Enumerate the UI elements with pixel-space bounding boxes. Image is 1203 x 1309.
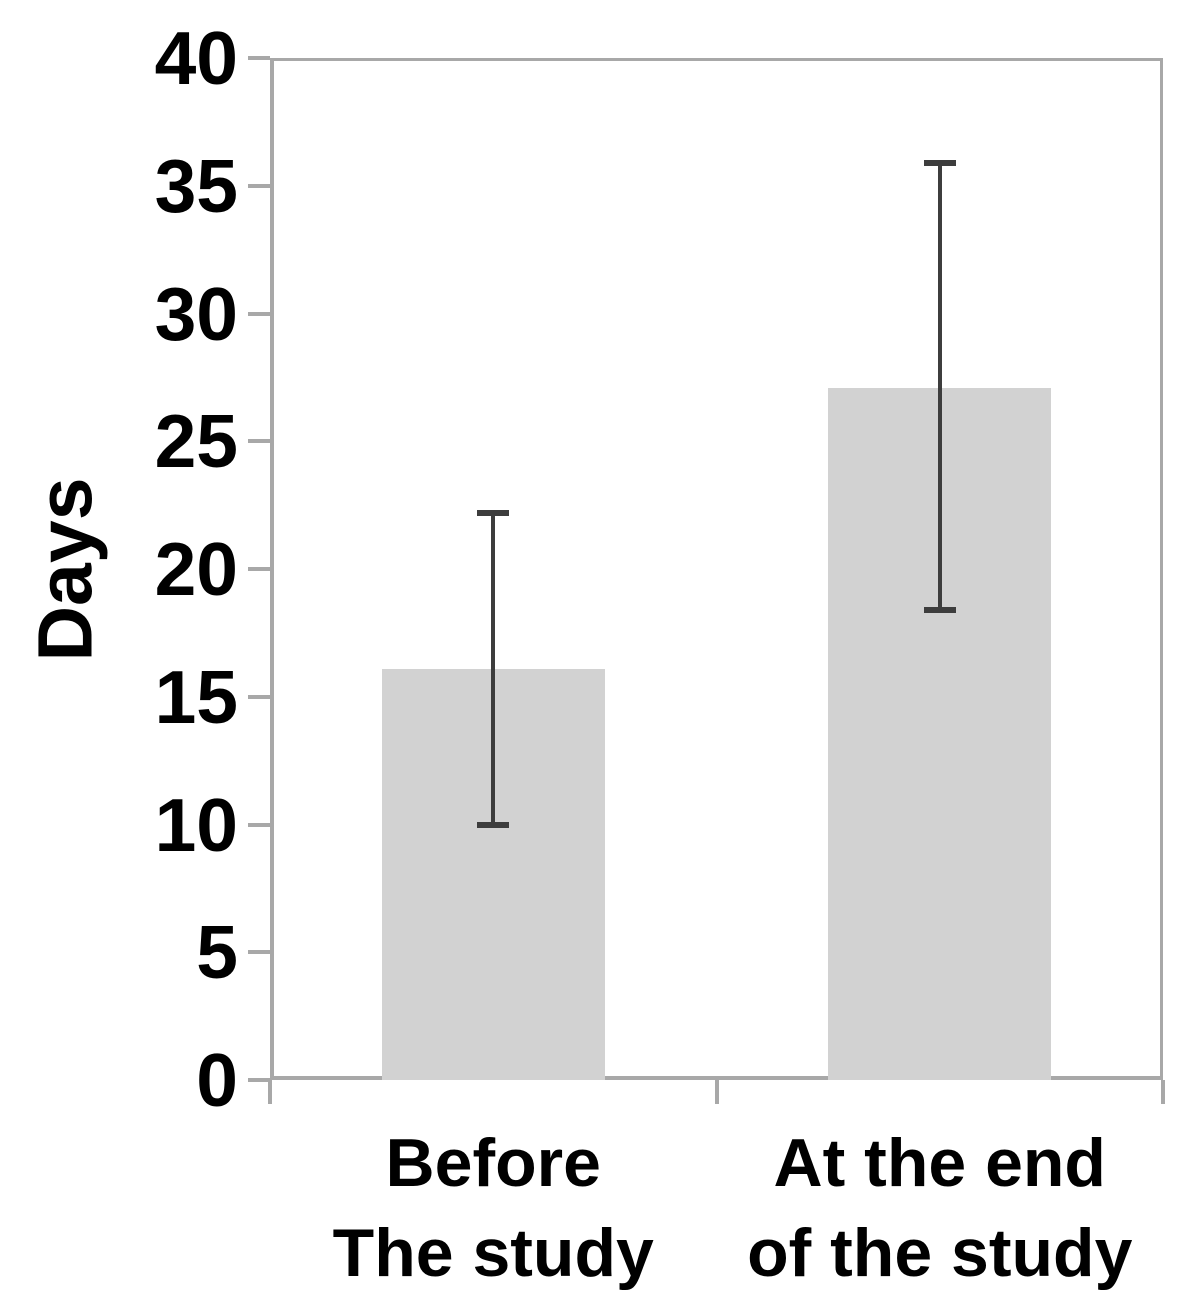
y-axis-tick [248, 694, 270, 699]
y-axis-tick [248, 439, 270, 444]
category-label: At the end of the study [640, 1118, 1203, 1298]
category-label-line: At the end [773, 1125, 1106, 1201]
plot-area [270, 58, 1163, 1080]
y-tick-label: 40 [154, 16, 238, 100]
y-tick-label: 30 [154, 271, 238, 356]
error-bar-cap-top [477, 509, 510, 516]
x-axis-tick [714, 1080, 719, 1104]
y-tick-label: 5 [196, 910, 238, 995]
error-bar-cap-bottom [923, 606, 956, 613]
y-tick-label: 35 [154, 143, 238, 228]
y-axis-tick [248, 311, 270, 316]
y-axis-tick [248, 950, 270, 955]
y-axis-tick [248, 183, 270, 188]
category-label: Before The study [193, 1118, 793, 1298]
y-tick-label: 0 [196, 1038, 238, 1122]
x-axis-tick [1161, 1080, 1165, 1104]
y-axis-tick [248, 1078, 270, 1082]
category-label-line: of the study [747, 1215, 1133, 1291]
y-axis-tick [248, 822, 270, 827]
y-axis-tick [248, 56, 270, 60]
y-tick-label: 15 [154, 654, 238, 739]
y-axis-tick [248, 567, 270, 571]
category-label-line: Before [385, 1125, 601, 1201]
category-label-line: The study [332, 1215, 654, 1291]
error-bar-cap-top [923, 159, 956, 166]
error-bar-line [491, 512, 496, 825]
error-bar-cap-bottom [477, 821, 510, 828]
error-bar-line [937, 162, 942, 610]
y-tick-label: 10 [154, 782, 238, 867]
x-axis-tick [268, 1080, 272, 1104]
y-tick-label: 25 [154, 399, 238, 484]
y-tick-label: 20 [154, 527, 238, 611]
